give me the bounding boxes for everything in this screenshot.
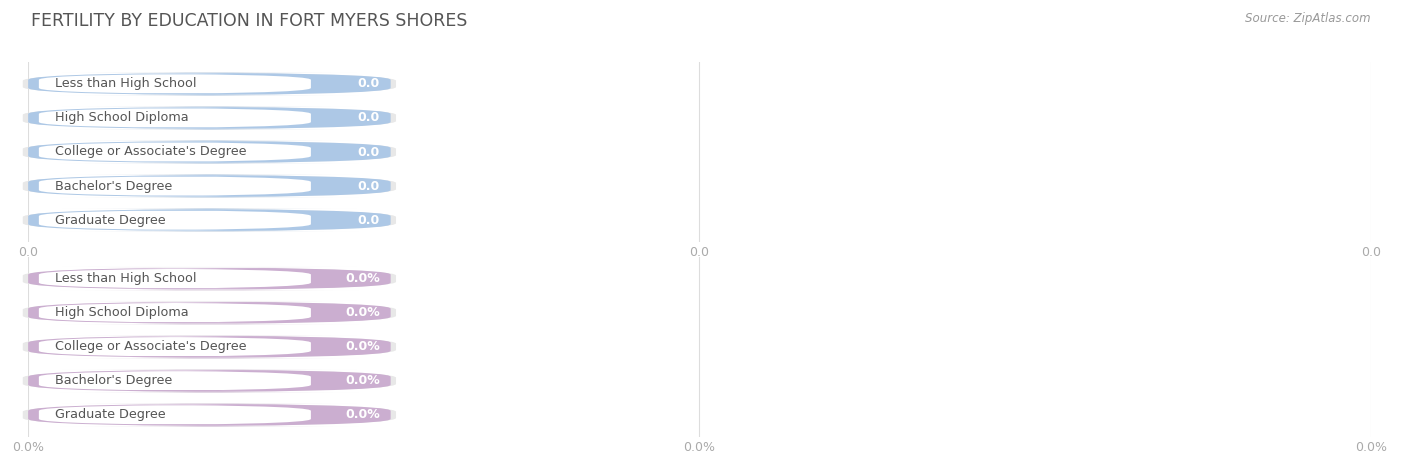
FancyBboxPatch shape: [22, 369, 396, 392]
Text: 0.0: 0.0: [357, 180, 380, 192]
FancyBboxPatch shape: [22, 209, 396, 232]
FancyBboxPatch shape: [22, 106, 396, 130]
Text: Less than High School: Less than High School: [55, 272, 197, 285]
FancyBboxPatch shape: [28, 141, 391, 163]
FancyBboxPatch shape: [22, 335, 396, 359]
Text: Bachelor's Degree: Bachelor's Degree: [55, 180, 172, 192]
FancyBboxPatch shape: [39, 405, 311, 425]
FancyBboxPatch shape: [22, 72, 396, 95]
FancyBboxPatch shape: [22, 140, 396, 164]
FancyBboxPatch shape: [22, 267, 396, 290]
FancyBboxPatch shape: [39, 336, 311, 357]
FancyBboxPatch shape: [39, 142, 311, 162]
FancyBboxPatch shape: [28, 174, 391, 198]
Text: College or Associate's Degree: College or Associate's Degree: [55, 145, 246, 159]
Text: 0.0: 0.0: [357, 214, 380, 227]
FancyBboxPatch shape: [28, 301, 391, 324]
FancyBboxPatch shape: [28, 369, 391, 392]
Text: High School Diploma: High School Diploma: [55, 112, 188, 124]
FancyBboxPatch shape: [28, 106, 391, 130]
FancyBboxPatch shape: [39, 176, 311, 196]
FancyBboxPatch shape: [22, 174, 396, 198]
FancyBboxPatch shape: [22, 403, 396, 427]
Text: 0.0: 0.0: [357, 112, 380, 124]
FancyBboxPatch shape: [39, 74, 311, 94]
Text: Bachelor's Degree: Bachelor's Degree: [55, 374, 172, 387]
FancyBboxPatch shape: [28, 72, 391, 95]
Text: Graduate Degree: Graduate Degree: [55, 408, 166, 421]
Text: 0.0: 0.0: [357, 145, 380, 159]
Text: Less than High School: Less than High School: [55, 77, 197, 90]
FancyBboxPatch shape: [28, 267, 391, 290]
FancyBboxPatch shape: [28, 403, 391, 427]
FancyBboxPatch shape: [39, 303, 311, 323]
Text: Source: ZipAtlas.com: Source: ZipAtlas.com: [1246, 12, 1371, 25]
FancyBboxPatch shape: [39, 210, 311, 230]
Text: 0.0%: 0.0%: [344, 340, 380, 353]
Text: 0.0: 0.0: [357, 77, 380, 90]
FancyBboxPatch shape: [39, 370, 311, 391]
FancyBboxPatch shape: [22, 301, 396, 324]
FancyBboxPatch shape: [28, 209, 391, 232]
FancyBboxPatch shape: [28, 335, 391, 358]
Text: College or Associate's Degree: College or Associate's Degree: [55, 340, 246, 353]
Text: 0.0%: 0.0%: [344, 272, 380, 285]
Text: Graduate Degree: Graduate Degree: [55, 214, 166, 227]
FancyBboxPatch shape: [39, 268, 311, 289]
Text: 0.0%: 0.0%: [344, 374, 380, 387]
Text: FERTILITY BY EDUCATION IN FORT MYERS SHORES: FERTILITY BY EDUCATION IN FORT MYERS SHO…: [31, 12, 467, 30]
FancyBboxPatch shape: [39, 108, 311, 128]
Text: 0.0%: 0.0%: [344, 408, 380, 421]
Text: 0.0%: 0.0%: [344, 306, 380, 319]
Text: High School Diploma: High School Diploma: [55, 306, 188, 319]
